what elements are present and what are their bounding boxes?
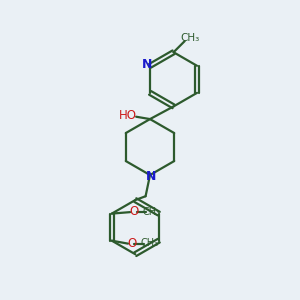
Text: HO: HO [119, 109, 137, 122]
Text: N: N [142, 58, 152, 71]
Text: N: N [146, 170, 157, 183]
Text: CH₃: CH₃ [180, 33, 200, 43]
Text: O: O [129, 205, 138, 218]
Text: O: O [127, 236, 136, 250]
Text: CH₃: CH₃ [140, 238, 158, 248]
Text: CH₃: CH₃ [142, 206, 160, 217]
